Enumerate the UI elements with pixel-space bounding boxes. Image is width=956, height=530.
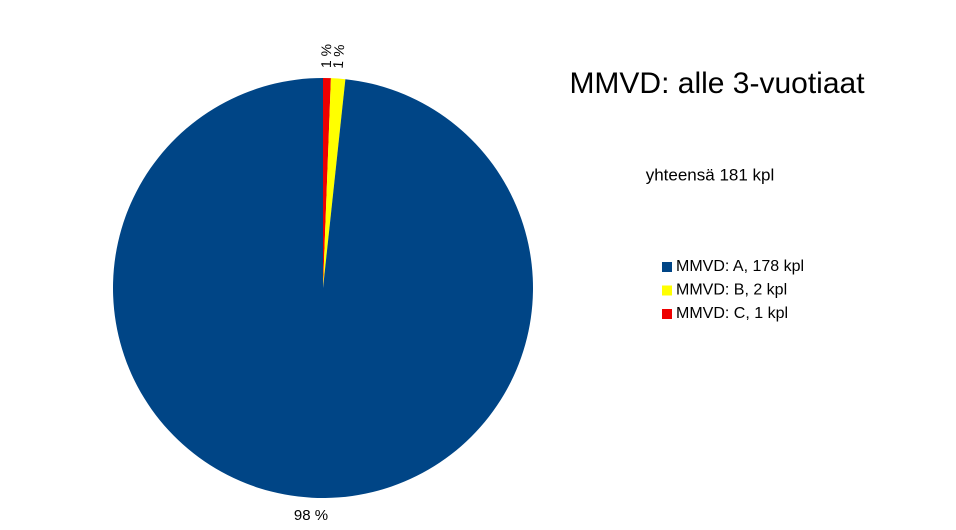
chart-subtitle: yhteensä 181 kpl (646, 165, 775, 184)
pie-slice (323, 78, 346, 289)
data-label: 1 % (318, 44, 334, 68)
data-label: 98 % (294, 507, 328, 524)
legend-label: MMVD: A, 178 kpl (676, 258, 804, 275)
data-label: 1 % (330, 44, 348, 69)
legend-label: MMVD: C, 1 kpl (676, 305, 788, 322)
pie-slice (323, 78, 331, 288)
legend-swatch (662, 309, 672, 319)
legend-swatch (662, 285, 672, 296)
pie-slice (113, 78, 534, 499)
legend-swatch (662, 262, 672, 272)
legend-label: MMVD: B, 2 kpl (676, 282, 787, 299)
chart-title: MMVD: alle 3-vuotiaat (569, 67, 865, 100)
